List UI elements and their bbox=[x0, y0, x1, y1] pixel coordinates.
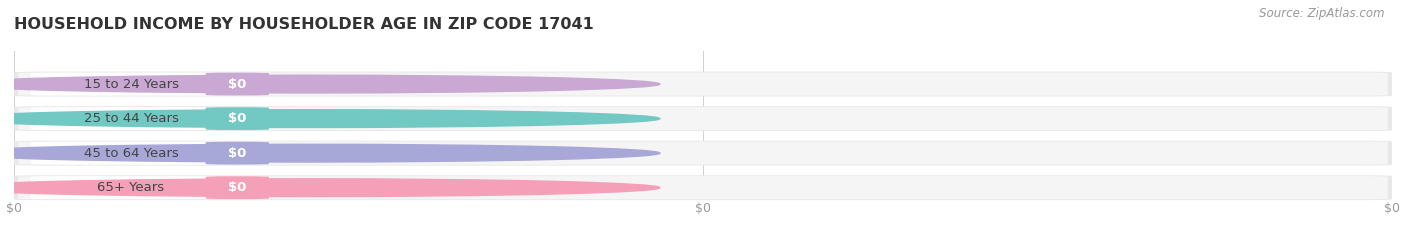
FancyBboxPatch shape bbox=[14, 106, 1392, 131]
Circle shape bbox=[0, 179, 659, 197]
FancyBboxPatch shape bbox=[205, 176, 269, 199]
FancyBboxPatch shape bbox=[18, 107, 1388, 130]
Circle shape bbox=[0, 110, 659, 127]
FancyBboxPatch shape bbox=[205, 142, 269, 164]
Text: 25 to 44 Years: 25 to 44 Years bbox=[83, 112, 179, 125]
FancyBboxPatch shape bbox=[31, 176, 217, 199]
Text: $0: $0 bbox=[228, 78, 246, 91]
Text: 45 to 64 Years: 45 to 64 Years bbox=[84, 147, 179, 160]
FancyBboxPatch shape bbox=[205, 73, 269, 96]
FancyBboxPatch shape bbox=[14, 72, 1392, 96]
Text: $0: $0 bbox=[228, 147, 246, 160]
Text: $0: $0 bbox=[228, 181, 246, 194]
FancyBboxPatch shape bbox=[31, 73, 217, 96]
Text: HOUSEHOLD INCOME BY HOUSEHOLDER AGE IN ZIP CODE 17041: HOUSEHOLD INCOME BY HOUSEHOLDER AGE IN Z… bbox=[14, 17, 593, 32]
Text: 15 to 24 Years: 15 to 24 Years bbox=[83, 78, 179, 91]
Text: 65+ Years: 65+ Years bbox=[97, 181, 165, 194]
FancyBboxPatch shape bbox=[14, 175, 1392, 200]
Circle shape bbox=[0, 75, 659, 93]
FancyBboxPatch shape bbox=[31, 142, 217, 164]
FancyBboxPatch shape bbox=[31, 107, 217, 130]
FancyBboxPatch shape bbox=[18, 176, 1388, 199]
FancyBboxPatch shape bbox=[205, 107, 269, 130]
FancyBboxPatch shape bbox=[18, 72, 1388, 96]
Text: Source: ZipAtlas.com: Source: ZipAtlas.com bbox=[1260, 7, 1385, 20]
Text: $0: $0 bbox=[228, 112, 246, 125]
FancyBboxPatch shape bbox=[18, 142, 1388, 165]
Circle shape bbox=[0, 144, 659, 162]
FancyBboxPatch shape bbox=[14, 141, 1392, 166]
